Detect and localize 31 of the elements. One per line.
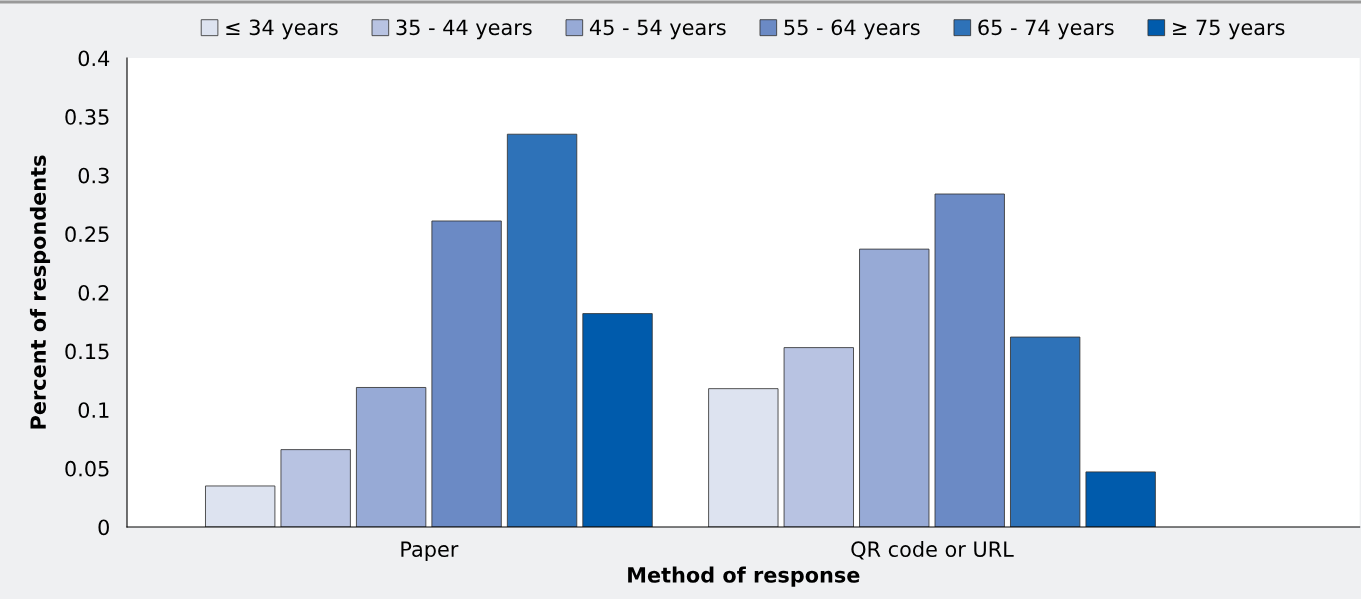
legend-label: 35 - 44 years [396,19,532,40]
bar [356,387,427,527]
y-tick-label: 0.05 [65,460,109,477]
legend-label: ≤ 34 years [226,19,338,40]
y-tick-label: 0.3 [78,167,109,184]
y-tick-label: 0.35 [65,109,109,125]
legend-label: 45 - 54 years [589,19,726,40]
y-axis-title: Percent of respondents [29,155,51,429]
legend-label: 55 - 64 years [784,19,920,40]
y-tick-label: 0.4 [78,50,110,67]
bar [934,193,1005,527]
y-tick-label: 0.25 [65,226,109,243]
y-tick-label: 0.1 [78,402,109,418]
legend-label: 65 - 74 years [978,19,1114,40]
bar [708,388,779,527]
bar [506,133,578,527]
bar [1010,336,1081,527]
x-axis-title: Method of response [628,566,860,587]
bar [1085,471,1156,527]
x-tick-label: Paper [401,541,459,562]
legend-label: ≥ 75 years [1173,19,1285,40]
bar [859,248,930,527]
bar [582,313,653,527]
y-tick-label: 0.15 [65,343,109,360]
bar [431,220,502,527]
bar [783,347,854,527]
bar [205,485,276,527]
x-tick-label: QR code or URL [851,540,1014,560]
y-tick-label: 0 [98,519,109,536]
y-tick-label: 0.2 [78,284,109,301]
bar [280,449,351,527]
